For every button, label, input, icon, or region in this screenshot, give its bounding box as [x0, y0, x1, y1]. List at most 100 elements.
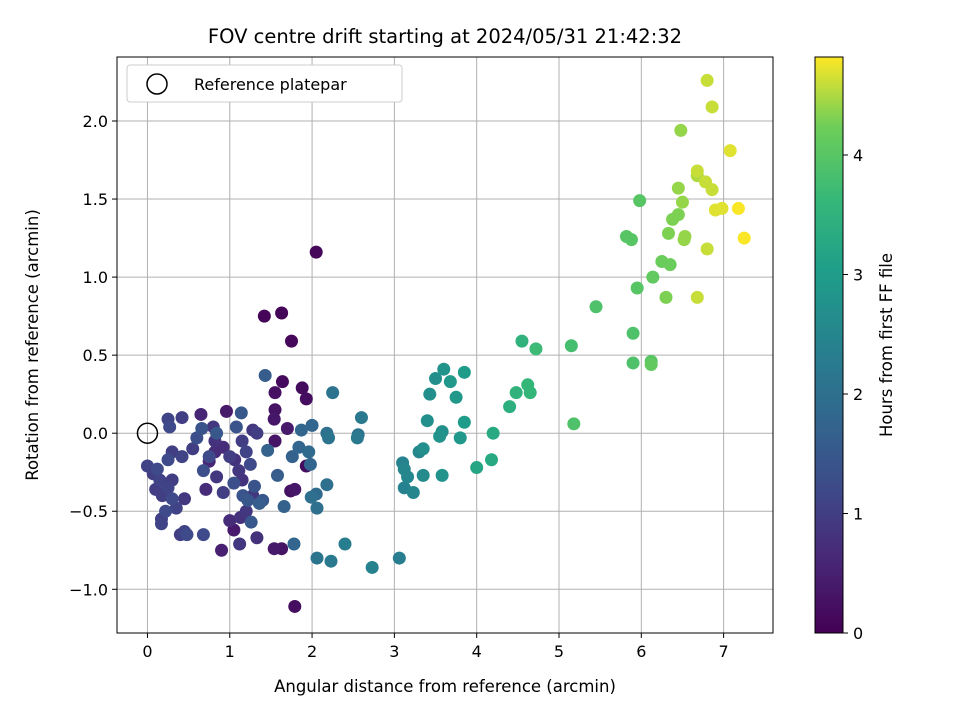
- scatter-point: [140, 459, 154, 473]
- scatter-point: [267, 542, 281, 556]
- scatter-point: [406, 486, 420, 500]
- scatter-point: [163, 420, 177, 434]
- y-tick-label: −0.5: [69, 502, 108, 521]
- scatter-point: [416, 468, 430, 482]
- scatter-point: [186, 442, 200, 456]
- scatter-point: [564, 339, 578, 353]
- y-tick-label: 1.5: [83, 190, 108, 209]
- scatter-point: [216, 486, 230, 500]
- scatter-point: [229, 420, 243, 434]
- scatter-point: [250, 426, 264, 440]
- scatter-point: [661, 226, 675, 240]
- scatter-point: [401, 470, 415, 484]
- scatter-point: [232, 464, 246, 478]
- scatter-point: [633, 194, 647, 208]
- chart-title: FOV centre drift starting at 2024/05/31 …: [208, 25, 682, 48]
- scatter-point: [304, 490, 318, 504]
- y-tick-label: 1.0: [83, 268, 108, 287]
- colorbar: [814, 56, 844, 634]
- scatter-point: [199, 482, 213, 496]
- scatter-point: [210, 470, 224, 484]
- scatter-point: [567, 417, 581, 431]
- scatter-point: [310, 501, 324, 515]
- scatter-point: [705, 100, 719, 114]
- scatter-point: [630, 281, 644, 295]
- scatter-point: [180, 528, 194, 542]
- scatter-point: [457, 365, 471, 379]
- scatter-point: [285, 450, 299, 464]
- scatter-point: [210, 426, 224, 440]
- scatter-point: [737, 231, 751, 245]
- scatter-point: [470, 461, 484, 475]
- scatter-point: [646, 270, 660, 284]
- scatter-point: [223, 514, 237, 528]
- scatter-point: [252, 496, 266, 510]
- scatter-point: [589, 300, 603, 314]
- scatter-point: [165, 492, 179, 506]
- legend: Reference platepar: [126, 64, 403, 103]
- scatter-point: [420, 414, 434, 428]
- scatter-point: [227, 476, 241, 490]
- scatter-point: [671, 181, 685, 195]
- colorbar-tick-label: 2: [853, 385, 863, 404]
- scatter-point: [310, 551, 324, 565]
- scatter-point: [324, 554, 338, 568]
- colorbar-tick-label: 0: [853, 624, 863, 643]
- scatter-point: [257, 309, 271, 323]
- scatter-point: [503, 400, 517, 414]
- scatter-point: [305, 418, 319, 432]
- scatter-point: [292, 440, 306, 454]
- scatter-point: [202, 450, 216, 464]
- scatter-point: [515, 334, 529, 348]
- scatter-point: [196, 528, 210, 542]
- scatter-point: [268, 386, 282, 400]
- scatter-point: [195, 422, 209, 436]
- scatter-point: [159, 504, 173, 518]
- data-points: [140, 73, 751, 613]
- scatter-point: [302, 445, 316, 459]
- scatter-point: [449, 390, 463, 404]
- x-tick-label: 2: [307, 642, 317, 661]
- scatter-point: [299, 392, 313, 406]
- scatter-point: [392, 551, 406, 565]
- scatter-point: [486, 426, 500, 440]
- x-tick-label: 5: [554, 642, 564, 661]
- scatter-point: [261, 443, 275, 457]
- scatter-point: [365, 560, 379, 574]
- scatter-point: [626, 356, 640, 370]
- colorbar-tick-label: 3: [853, 265, 863, 284]
- scatter-point: [235, 434, 249, 448]
- scatter-point: [659, 290, 673, 304]
- colorbar-label: Hours from first FF file: [877, 253, 896, 437]
- scatter-point: [690, 164, 704, 178]
- scatter-point: [326, 386, 340, 400]
- colorbar-tick-label: 1: [853, 504, 863, 523]
- scatter-point: [678, 230, 692, 244]
- scatter-point: [288, 599, 302, 613]
- scatter-point: [723, 144, 737, 158]
- scatter-point: [320, 478, 334, 492]
- scatter-point: [161, 453, 175, 467]
- scatter-point: [153, 473, 167, 487]
- scatter-point: [485, 453, 499, 467]
- x-axis-label: Angular distance from reference (arcmin): [274, 677, 616, 696]
- scatter-point: [219, 404, 233, 418]
- scatter-point: [663, 258, 677, 272]
- x-tick-label: 0: [142, 642, 152, 661]
- scatter-point: [338, 537, 352, 551]
- scatter-point: [233, 537, 247, 551]
- legend-label: Reference platepar: [194, 75, 347, 94]
- scatter-point: [194, 407, 208, 421]
- x-tick-label: 4: [472, 642, 482, 661]
- scatter-point: [154, 517, 168, 531]
- scatter-point: [644, 358, 658, 372]
- scatter-point: [295, 381, 309, 395]
- scatter-point: [509, 386, 523, 400]
- scatter-point: [700, 242, 714, 256]
- scatter-point: [271, 468, 285, 482]
- scatter-point: [731, 201, 745, 215]
- scatter-point: [150, 462, 164, 476]
- scatter-point: [250, 531, 264, 545]
- scatter-point: [287, 537, 301, 551]
